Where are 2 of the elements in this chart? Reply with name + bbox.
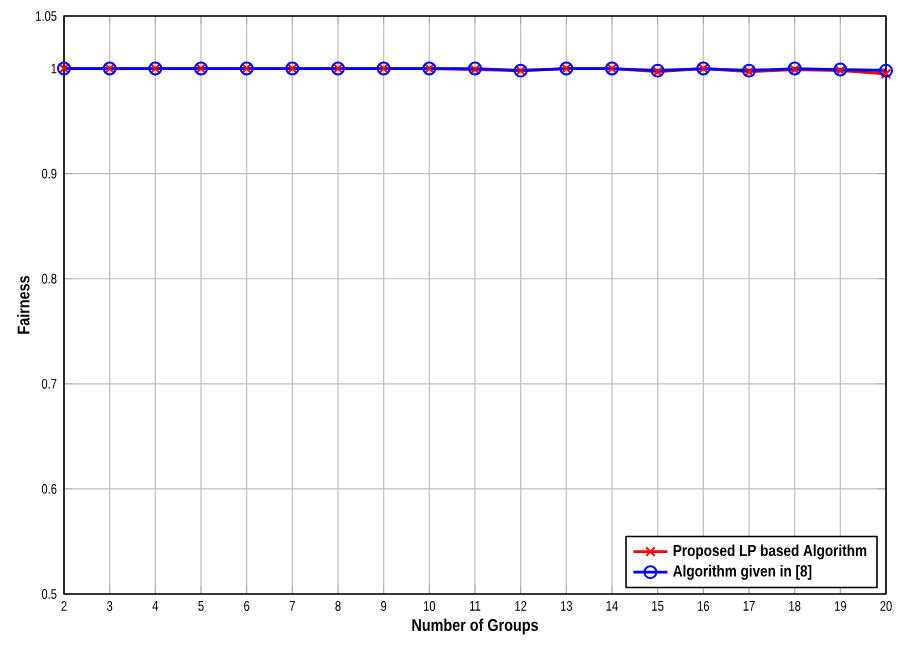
x-axis-title: Number of Groups — [412, 618, 538, 635]
y-axis-title: Fairness — [17, 275, 30, 334]
